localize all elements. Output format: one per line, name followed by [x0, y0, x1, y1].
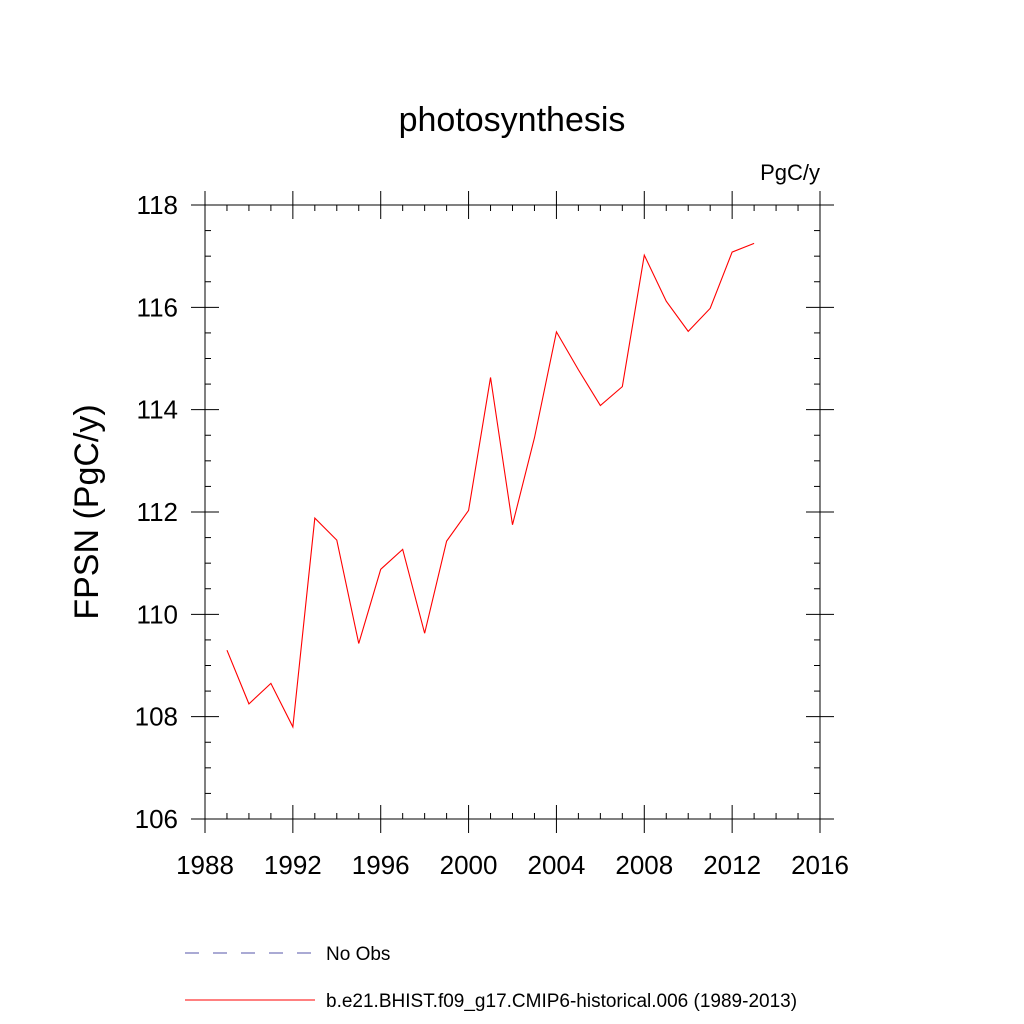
units-label: PgC/y [760, 160, 820, 185]
x-tick-label: 2004 [528, 850, 586, 880]
minor-ticks [205, 205, 820, 819]
x-axis: 1988 1992 1996 2000 2004 2008 2012 2016 [176, 191, 849, 880]
x-tick-label: 2000 [440, 850, 498, 880]
y-tick-label: 114 [137, 395, 178, 425]
legend-entry: b.e21.BHIST.f09_g17.CMIP6-historical.006… [326, 991, 797, 1012]
x-tick-label: 2016 [791, 850, 849, 880]
y-tick-label: 110 [137, 599, 178, 629]
plot-border [204, 204, 821, 820]
y-tick-label: 116 [137, 292, 178, 322]
y-tick-label: 108 [135, 702, 178, 732]
y-tick-label: 106 [135, 804, 178, 834]
legend-entry: No Obs [326, 944, 390, 965]
x-tick-label: 2012 [703, 850, 761, 880]
legend: No Obs b.e21.BHIST.f09_g17.CMIP6-historic… [185, 944, 797, 1012]
y-axis-label: FPSN (PgC/y) [68, 404, 106, 619]
series-layer [226, 242, 755, 729]
plot-frame [204, 204, 821, 820]
series-line [226, 242, 755, 729]
x-tick-label: 2008 [615, 850, 673, 880]
y-tick-label: 112 [137, 497, 178, 527]
y-axis: 106 108 110 112 114 116 118 [135, 190, 834, 834]
x-tick-label: 1992 [264, 850, 322, 880]
x-tick-label: 1988 [176, 850, 234, 880]
y-tick-label: 118 [137, 190, 178, 220]
chart-title: photosynthesis [399, 101, 626, 139]
x-tick-label: 1996 [352, 850, 410, 880]
